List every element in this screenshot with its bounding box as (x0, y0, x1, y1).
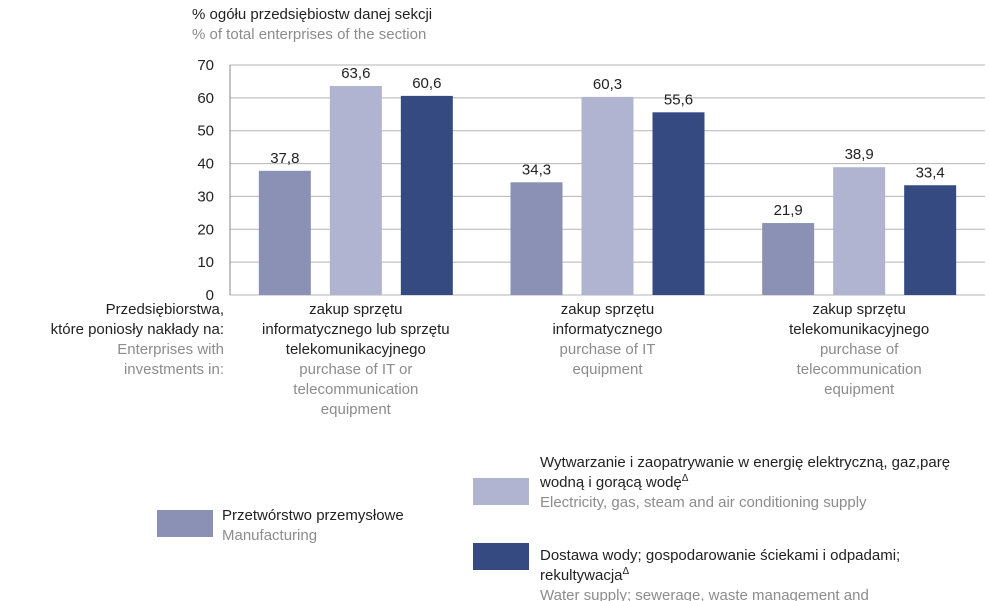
category-name-en: purchase of IT equipment (559, 341, 656, 378)
legend-entry: Dostawa wody; gospodarowanie ściekami i … (540, 546, 980, 601)
value-label: 33,4 (916, 164, 945, 181)
bar (833, 167, 886, 295)
value-label: 21,9 (774, 202, 803, 219)
legend-name-text: Wytwarzanie i zaopatrywanie w energię el… (540, 454, 951, 491)
y-title-en: % of total enterprises of the section (192, 26, 427, 43)
value-label: 60,6 (412, 75, 441, 92)
legend-name-en: Water supply; sewerage, waste management… (540, 587, 869, 601)
bar (762, 223, 815, 295)
category-name: zakup sprzętu telekomunikacyjnego (789, 301, 930, 338)
value-label: 38,9 (845, 146, 874, 163)
y-tick-label: 0 (206, 287, 214, 304)
y-title: % ogółu przedsiębiostw danej sekcji % of… (192, 5, 432, 45)
row-label-en-line: investments in: (123, 361, 224, 378)
legend-name: Przetwórstwo przemysłowe (222, 506, 522, 526)
legend-entry: Przetwórstwo przemysłowe Manufacturing (222, 506, 522, 546)
y-tick-label: 50 (197, 123, 214, 140)
category-label: zakup sprzętu telekomunikacyjnego purchas… (779, 300, 939, 400)
row-label: Przedsiębiorstwa, które poniosły nakłady… (51, 300, 224, 380)
category-name-en: purchase of telecommunication equipment (796, 341, 922, 398)
y-tick-label: 20 (197, 221, 214, 238)
y-title-pl: % ogółu przedsiębiostw danej sekcji (192, 6, 433, 23)
bar (329, 86, 382, 296)
category-name: zakup sprzętu informatycznego (552, 301, 663, 338)
bar (904, 185, 957, 295)
bar (510, 182, 563, 295)
value-label: 55,6 (664, 91, 693, 108)
bar (400, 95, 453, 295)
y-tick-label: 30 (197, 188, 214, 205)
bar (652, 112, 705, 295)
value-label: 37,8 (270, 150, 299, 167)
legend-name-en: Electricity, gas, steam and air conditio… (540, 494, 867, 511)
value-label: 63,6 (341, 65, 370, 82)
value-label: 60,3 (593, 76, 622, 93)
y-tick-label: 60 (197, 90, 214, 107)
bar (581, 96, 634, 295)
legend-name-text: Przetwórstwo przemysłowe (222, 507, 404, 524)
row-label-line: które poniosły nakłady na: (50, 321, 224, 338)
row-label-en-line: Enterprises with (117, 341, 224, 358)
legend-name-text: Dostawa wody; gospodarowanie ściekami i … (540, 547, 901, 584)
category-name: zakup sprzętu informatycznego lub sprzęt… (262, 301, 450, 358)
legend-name: Wytwarzanie i zaopatrywanie w energię el… (540, 453, 980, 493)
legend-name: Dostawa wody; gospodarowanie ściekami i … (540, 546, 980, 586)
legend-entry: Wytwarzanie i zaopatrywanie w energię el… (540, 453, 980, 513)
y-tick-label: 40 (197, 156, 214, 173)
legend-note-mark: Δ (681, 473, 689, 484)
legend-swatch (473, 478, 529, 505)
bar (258, 170, 311, 295)
category-label: zakup sprzętu informatycznego lub sprzęt… (261, 300, 451, 420)
category-label: zakup sprzętu informatycznego purchase of… (528, 300, 688, 380)
row-label-line: Przedsiębiorstwa, (105, 301, 224, 318)
legend-swatch (157, 510, 213, 537)
y-tick-label: 10 (197, 254, 214, 271)
y-tick-label: 70 (197, 57, 214, 74)
category-name-en: purchase of IT or telecommunication equi… (293, 361, 419, 418)
legend-note-mark: Δ (622, 566, 630, 577)
legend-name-en: Manufacturing (222, 527, 318, 544)
value-label: 34,3 (522, 161, 551, 178)
legend-swatch (473, 543, 529, 570)
